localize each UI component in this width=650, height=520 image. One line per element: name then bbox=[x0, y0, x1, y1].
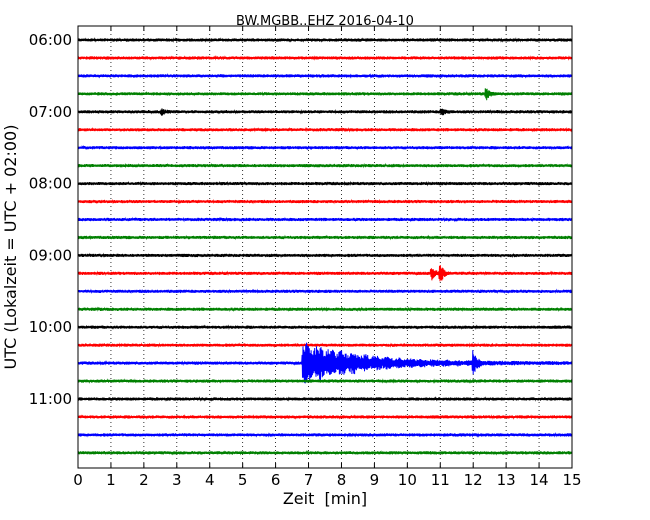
x-tick-label-12: 12 bbox=[464, 471, 483, 489]
trace-0845 bbox=[77, 234, 573, 241]
grid-lines bbox=[110, 26, 540, 468]
x-tick-label-6: 6 bbox=[271, 471, 281, 489]
trace-0800 bbox=[77, 180, 573, 187]
axis-ticks: 0 1 2 3 4 5 6 7 8 9 10 11 12 13 14 1506:0007:0008:0009:… bbox=[29, 26, 582, 489]
y-tick-label-0800: 08:00 bbox=[29, 175, 72, 193]
seismic-traces bbox=[77, 37, 573, 456]
trace-0730 bbox=[77, 144, 573, 151]
x-tick-label-8: 8 bbox=[337, 471, 347, 489]
trace-1030 bbox=[77, 342, 573, 384]
trace-0700 bbox=[77, 108, 573, 116]
trace-0745 bbox=[77, 162, 573, 169]
trace-0815 bbox=[77, 198, 573, 205]
x-tick-label-7: 7 bbox=[304, 471, 314, 489]
y-tick-label-0900: 09:00 bbox=[29, 246, 72, 264]
x-tick-label-11: 11 bbox=[431, 471, 450, 489]
trace-0615 bbox=[77, 55, 573, 61]
x-tick-label-1: 1 bbox=[106, 471, 116, 489]
trace-0930 bbox=[77, 288, 573, 295]
trace-1100 bbox=[77, 396, 573, 402]
y-axis-label: UTC (Lokalzeit = UTC + 02:00) bbox=[1, 125, 20, 370]
x-tick-label-15: 15 bbox=[562, 471, 581, 489]
trace-1115 bbox=[77, 414, 573, 420]
trace-0900 bbox=[77, 252, 573, 259]
x-tick-label-2: 2 bbox=[139, 471, 149, 489]
x-axis-label: Zeit [min] bbox=[283, 489, 367, 508]
trace-0830 bbox=[77, 216, 573, 223]
y-tick-label-0600: 06:00 bbox=[29, 31, 72, 49]
trace-0915 bbox=[77, 265, 573, 282]
y-tick-label-1100: 11:00 bbox=[29, 390, 72, 408]
chart-title: BW.MGBB..EHZ 2016-04-10 bbox=[236, 14, 414, 29]
x-tick-label-5: 5 bbox=[238, 471, 248, 489]
trace-0630 bbox=[77, 73, 573, 79]
x-tick-label-13: 13 bbox=[497, 471, 516, 489]
y-tick-label-1000: 10:00 bbox=[29, 318, 72, 336]
trace-0945 bbox=[77, 306, 573, 313]
trace-0645 bbox=[77, 88, 573, 101]
x-tick-label-14: 14 bbox=[530, 471, 549, 489]
x-tick-label-3: 3 bbox=[172, 471, 182, 489]
x-tick-label-4: 4 bbox=[205, 471, 215, 489]
x-tick-label-0: 0 bbox=[73, 471, 83, 489]
trace-0715 bbox=[77, 126, 573, 133]
trace-1045 bbox=[77, 378, 573, 384]
y-tick-label-0700: 07:00 bbox=[29, 103, 72, 121]
plot-frame bbox=[77, 25, 573, 469]
x-tick-label-10: 10 bbox=[398, 471, 417, 489]
trace-0600 bbox=[77, 37, 573, 43]
x-tick-label-9: 9 bbox=[370, 471, 380, 489]
trace-1130 bbox=[77, 432, 573, 438]
trace-1015 bbox=[77, 342, 573, 348]
trace-1000 bbox=[77, 324, 573, 330]
trace-1145 bbox=[77, 449, 573, 456]
